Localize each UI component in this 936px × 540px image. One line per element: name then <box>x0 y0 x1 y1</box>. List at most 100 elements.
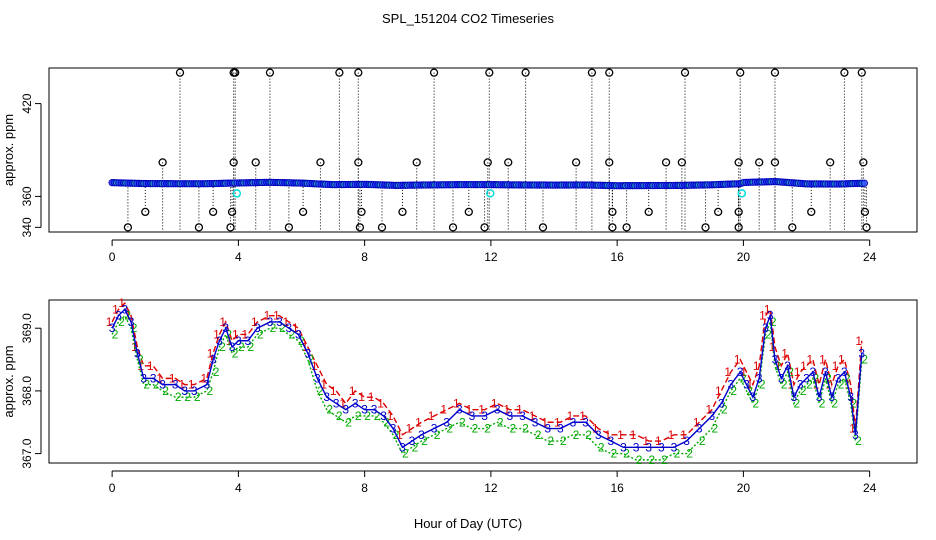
series-marker-3: 3 <box>245 334 252 348</box>
y-tick-label: 360 <box>20 186 34 206</box>
series-marker-1: 1 <box>680 428 687 442</box>
outlier-point <box>680 68 690 77</box>
outlier-point <box>521 68 530 77</box>
series-marker-3: 3 <box>620 440 627 454</box>
outlier-point <box>316 158 325 167</box>
series-marker-3: 3 <box>858 346 865 360</box>
series-marker-1: 1 <box>232 327 239 341</box>
series-marker-1: 1 <box>440 403 447 417</box>
x-tick-label: 16 <box>610 481 624 495</box>
series-marker-1: 1 <box>377 396 384 410</box>
series-marker-1: 1 <box>838 353 845 367</box>
cyan-point <box>232 189 242 198</box>
series-marker-2: 2 <box>765 327 772 341</box>
series-marker-3: 3 <box>222 321 229 335</box>
series-marker-1: 1 <box>740 365 747 379</box>
outlier-point <box>123 223 133 232</box>
y-tick-label: 340 <box>20 217 34 237</box>
series-marker-2: 2 <box>787 365 794 379</box>
x-tick-label: 4 <box>235 250 242 264</box>
figure-title: SPL_151204 CO2 Timeseries <box>382 11 554 26</box>
series-marker-3: 3 <box>797 378 804 392</box>
outlier-point <box>677 158 687 167</box>
outlier-point <box>335 68 344 77</box>
series-marker-3: 3 <box>683 434 690 448</box>
outlier-point <box>480 223 489 232</box>
series-marker-2: 2 <box>855 434 862 448</box>
series-marker-1: 1 <box>617 428 624 442</box>
series-marker-3: 3 <box>718 396 725 410</box>
series-marker-3: 3 <box>203 378 210 392</box>
series-marker-1: 1 <box>764 302 771 316</box>
outlier-point <box>483 158 492 167</box>
series-marker-3: 3 <box>767 309 774 323</box>
series-marker-2: 2 <box>844 371 851 385</box>
x-tick-label: 8 <box>361 481 368 495</box>
series-marker-2: 2 <box>819 396 826 410</box>
outlier-point <box>644 207 653 217</box>
outlier-point <box>354 158 363 167</box>
series-marker-2: 2 <box>850 396 857 410</box>
series-marker-2: 2 <box>279 321 286 335</box>
series-marker-3: 3 <box>121 302 128 316</box>
series-marker-2: 2 <box>232 346 239 360</box>
outlier-point <box>298 207 308 217</box>
outlier-point <box>265 68 275 77</box>
y-tick-label: 369.0 <box>20 313 34 343</box>
series-marker-2: 2 <box>598 440 605 454</box>
series-marker-2: 2 <box>674 447 681 461</box>
series-marker-2: 2 <box>484 422 491 436</box>
outlier-point <box>429 68 439 77</box>
series-marker-2: 2 <box>623 447 630 461</box>
outlier-point <box>859 158 868 167</box>
series-marker-1: 1 <box>753 359 760 373</box>
series-marker-3: 3 <box>140 371 147 385</box>
series-marker-1: 1 <box>415 415 422 429</box>
series-marker-2: 2 <box>648 453 655 467</box>
series-marker-3: 3 <box>418 428 425 442</box>
outlier-point <box>770 68 780 77</box>
x-tick-label: 16 <box>610 250 624 264</box>
y-axis-title: approx. ppm <box>1 345 16 417</box>
outlier-point <box>860 207 870 217</box>
series-marker-3: 3 <box>772 353 779 367</box>
outlier-point <box>862 223 871 232</box>
series-marker-3: 3 <box>150 371 157 385</box>
series-marker-3: 3 <box>762 321 769 335</box>
series-marker-1: 1 <box>604 428 611 442</box>
co2-point <box>860 179 869 187</box>
series-marker-3: 3 <box>314 371 321 385</box>
series-marker-2: 2 <box>383 415 390 429</box>
y-tick-label: 368.0 <box>20 376 34 406</box>
series-marker-2: 2 <box>421 434 428 448</box>
series-marker-2: 2 <box>861 353 868 367</box>
series-marker-1: 1 <box>747 378 754 392</box>
series-marker-2: 2 <box>289 327 296 341</box>
series-marker-3: 3 <box>134 346 141 360</box>
series-marker-2: 2 <box>753 396 760 410</box>
series-marker-3: 3 <box>128 315 135 329</box>
outlier-point <box>231 68 240 77</box>
series-marker-3: 3 <box>532 415 539 429</box>
series-marker-1: 1 <box>503 403 510 417</box>
series-marker-2: 2 <box>560 434 567 448</box>
series-marker-2: 2 <box>472 422 479 436</box>
series-marker-2: 2 <box>412 440 419 454</box>
series-marker-3: 3 <box>267 315 274 329</box>
series-marker-3: 3 <box>828 390 835 404</box>
series-marker-3: 3 <box>756 371 763 385</box>
series-marker-3: 3 <box>803 371 810 385</box>
outlier-point <box>355 223 365 232</box>
series-marker-1: 1 <box>311 359 318 373</box>
series-marker-2: 2 <box>535 428 542 442</box>
series-marker-2: 2 <box>143 378 150 392</box>
series-line-1 <box>111 301 863 442</box>
series-marker-3: 3 <box>159 378 166 392</box>
series-marker-3: 3 <box>544 422 551 436</box>
outlier-point <box>158 158 167 167</box>
series-marker-1: 1 <box>759 309 766 323</box>
series-marker-3: 3 <box>816 390 823 404</box>
series-marker-3: 3 <box>333 396 340 410</box>
series-marker-3: 3 <box>852 428 859 442</box>
